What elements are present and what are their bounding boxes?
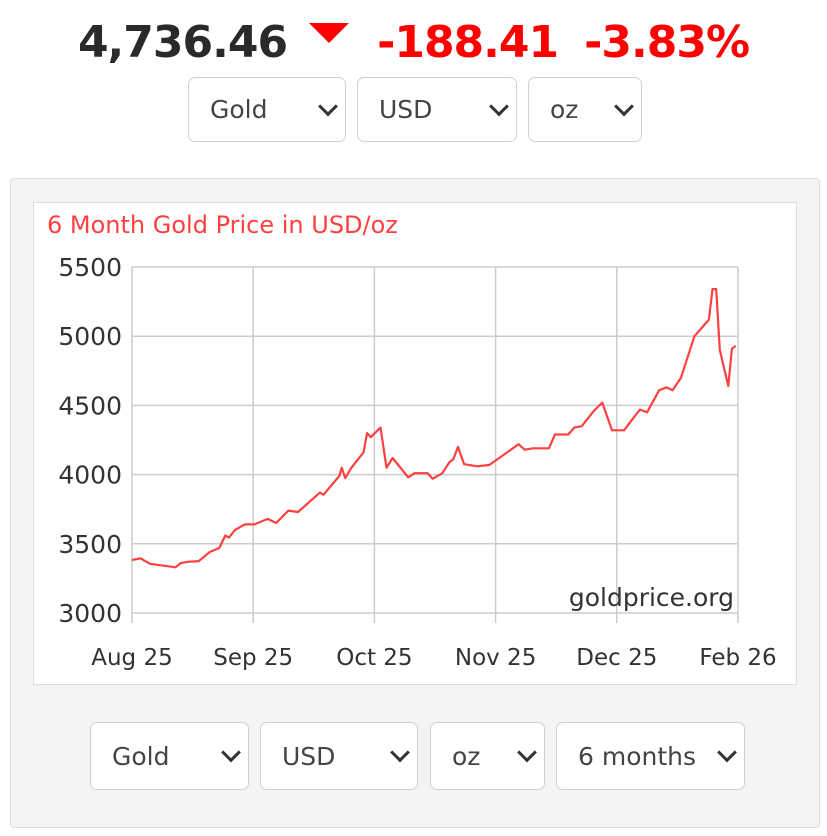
chart-container [33, 202, 797, 685]
y-tick-label: 5500 [58, 253, 122, 282]
chevron-down-icon [717, 742, 737, 763]
watermark: goldprice.org [569, 583, 734, 612]
x-tick-label: Feb 26 [699, 645, 776, 671]
price-change: -188.41 [377, 16, 559, 68]
currency-select[interactable]: USD [357, 77, 517, 142]
down-triangle-icon [309, 23, 350, 43]
price-header: 4,736.46 -188.41 -3.83% [0, 12, 827, 72]
metal-select-value: Gold [210, 95, 268, 124]
x-tick-label: Sep 25 [213, 645, 293, 671]
y-tick-label: 3500 [58, 530, 122, 559]
chevron-down-icon [221, 742, 241, 763]
chevron-down-icon [517, 742, 537, 763]
chart-period-select[interactable]: 6 months [556, 722, 745, 790]
unit-select-value: oz [550, 95, 579, 124]
chart-metal-select-value: Gold [112, 741, 170, 771]
x-tick-label: Oct 25 [336, 645, 412, 671]
currency-select-value: USD [379, 95, 433, 124]
y-tick-label: 5000 [58, 322, 122, 351]
current-price: 4,736.46 [77, 16, 288, 68]
chart-metal-select[interactable]: Gold [90, 722, 249, 790]
chart-currency-select[interactable]: USD [260, 722, 418, 790]
y-tick-label: 3000 [58, 599, 122, 628]
x-tick-label: Nov 25 [455, 645, 536, 671]
x-tick-label: Dec 25 [576, 645, 657, 671]
unit-select[interactable]: oz [528, 77, 642, 142]
price-change-percent: -3.83% [584, 16, 750, 68]
chart-unit-select-value: oz [452, 741, 481, 771]
chart-unit-select[interactable]: oz [430, 722, 545, 790]
y-tick-label: 4500 [58, 391, 122, 420]
metal-select[interactable]: Gold [188, 77, 346, 142]
chevron-down-icon [390, 742, 410, 763]
chart-currency-select-value: USD [282, 741, 336, 771]
price-line [131, 288, 737, 569]
chart-title: 6 Month Gold Price in USD/oz [47, 211, 398, 239]
x-tick-label: Aug 25 [91, 645, 173, 671]
chart-period-select-value: 6 months [578, 741, 697, 771]
y-tick-label: 4000 [58, 461, 122, 490]
